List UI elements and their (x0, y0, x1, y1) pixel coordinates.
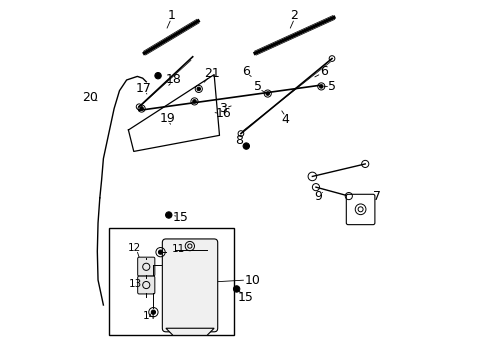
Text: 15: 15 (173, 211, 188, 224)
Text: 14: 14 (143, 311, 156, 321)
Polygon shape (165, 328, 214, 336)
Circle shape (265, 92, 269, 95)
Circle shape (151, 310, 155, 314)
Text: 19: 19 (160, 112, 175, 125)
Text: 1: 1 (167, 9, 175, 22)
Text: 3: 3 (219, 102, 226, 115)
Text: 18: 18 (165, 73, 182, 86)
FancyBboxPatch shape (162, 239, 217, 332)
Text: 20: 20 (82, 91, 98, 104)
Text: 11: 11 (171, 244, 184, 253)
FancyBboxPatch shape (138, 276, 155, 294)
Circle shape (192, 100, 196, 103)
Circle shape (197, 87, 200, 91)
Text: 12: 12 (127, 243, 141, 253)
Circle shape (319, 85, 323, 88)
Text: 2: 2 (290, 9, 298, 22)
FancyBboxPatch shape (346, 194, 374, 225)
Text: 8: 8 (235, 134, 243, 147)
Text: 4: 4 (281, 113, 289, 126)
Text: 13: 13 (129, 279, 142, 289)
Text: 5: 5 (254, 80, 262, 93)
Circle shape (165, 212, 172, 218)
Text: 16: 16 (216, 107, 231, 120)
Text: 7: 7 (372, 190, 380, 203)
Circle shape (233, 286, 240, 292)
Circle shape (155, 72, 161, 79)
Circle shape (140, 107, 143, 111)
Text: 6: 6 (319, 64, 327, 77)
Text: 10: 10 (244, 274, 260, 287)
Text: 9: 9 (313, 190, 321, 203)
Text: 21: 21 (203, 67, 219, 80)
Text: 6: 6 (242, 64, 250, 77)
Circle shape (243, 143, 249, 149)
FancyBboxPatch shape (138, 257, 155, 276)
Text: 17: 17 (136, 82, 151, 95)
Circle shape (158, 250, 163, 254)
Bar (108, 228, 233, 336)
Text: 15: 15 (237, 291, 253, 304)
Text: 5: 5 (327, 80, 335, 93)
